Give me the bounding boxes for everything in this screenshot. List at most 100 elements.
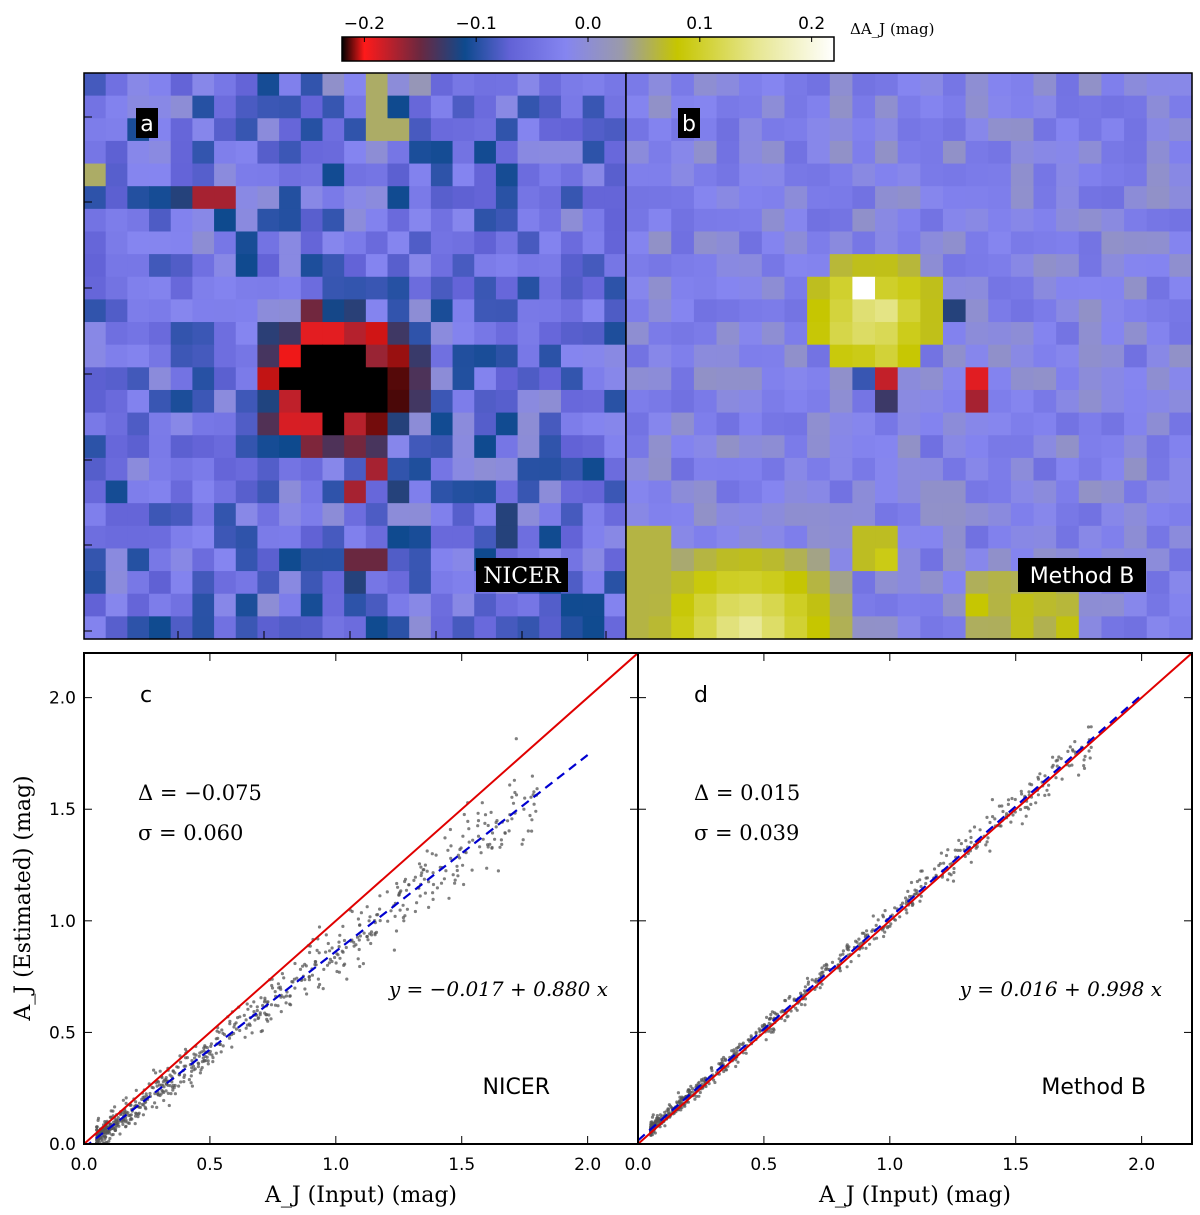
scatter-point	[190, 1059, 194, 1063]
scatter-point	[986, 836, 990, 840]
heatmap-cell	[560, 322, 584, 346]
heatmap-cell	[344, 389, 367, 414]
scatter-point	[263, 998, 267, 1002]
heatmap-cell	[1056, 616, 1080, 640]
heatmap-cell	[807, 435, 831, 459]
scatter-point	[337, 945, 341, 949]
heatmap-cell	[897, 118, 921, 142]
scatter-point	[1054, 759, 1058, 763]
heatmap-cell	[257, 616, 280, 640]
heatmap-cell	[387, 480, 410, 504]
heatmap-cell	[322, 254, 345, 278]
heatmap-cell	[920, 571, 944, 595]
heatmap-cell	[452, 344, 475, 368]
heatmap-cell	[214, 571, 237, 595]
scatter-point	[184, 1056, 188, 1060]
heatmap-cell	[1101, 593, 1125, 617]
heatmap-cell	[1124, 367, 1148, 391]
scatter-point	[868, 942, 872, 946]
scatter-point	[159, 1083, 163, 1087]
heatmap-cell	[807, 73, 831, 97]
heatmap-cell	[626, 276, 650, 300]
scatter-point	[698, 1090, 702, 1095]
heatmap-cell	[897, 593, 921, 617]
scatter-point	[108, 1122, 112, 1126]
scatter-point	[650, 1115, 655, 1119]
heatmap-cell	[582, 276, 605, 300]
scatter-point	[1043, 774, 1047, 778]
heatmap-cell	[693, 163, 718, 187]
scatter-point	[506, 819, 510, 823]
heatmap-cell	[387, 412, 410, 436]
scatter-point	[520, 842, 524, 846]
scatter-point	[216, 1036, 220, 1040]
scatter-point	[528, 813, 532, 818]
heatmap-cell	[1033, 299, 1057, 323]
scatter-point	[754, 1031, 758, 1036]
heatmap-cell	[149, 571, 172, 595]
heatmap-cell	[784, 525, 808, 550]
heatmap-cell	[582, 208, 605, 233]
heatmap-cell	[387, 118, 410, 142]
heatmap-cell	[1056, 412, 1080, 436]
scatter-point	[736, 1060, 740, 1064]
scatter-point	[458, 847, 462, 852]
scatter-d-marks	[638, 653, 1192, 1144]
heatmap-cell	[127, 525, 150, 550]
scatter-point	[1082, 764, 1086, 768]
scatter-point	[771, 1030, 775, 1034]
heatmap-cell	[875, 254, 899, 278]
heatmap-cell	[1033, 389, 1057, 414]
scatter-point	[96, 1116, 101, 1120]
one-to-one-line	[84, 653, 638, 1144]
method-label-a: NICER	[483, 564, 562, 589]
heatmap-cell	[739, 344, 763, 368]
heatmap-cell	[897, 231, 921, 255]
heatmap-cell	[920, 616, 944, 640]
scatter-point	[95, 1145, 98, 1148]
heatmap-cell	[626, 571, 650, 595]
heatmap-cell	[149, 231, 172, 255]
scatter-point	[799, 1002, 804, 1007]
heatmap-cell	[784, 73, 808, 97]
scatter-point	[222, 1033, 227, 1037]
heatmap-cell	[84, 412, 107, 436]
scatter-point	[882, 934, 886, 939]
scatter-point	[141, 1113, 145, 1117]
scatter-point	[359, 911, 363, 915]
scatter-point	[214, 1051, 218, 1055]
heatmap-cell	[1078, 73, 1103, 97]
heatmap-cell	[671, 73, 695, 97]
heatmap-cell	[852, 525, 876, 550]
heatmap-cell	[84, 140, 107, 165]
heatmap-cell	[604, 186, 627, 210]
scatter-point	[288, 994, 292, 998]
heatmap-cell	[1146, 412, 1170, 436]
heatmap-cell	[875, 73, 899, 97]
heatmap-cell	[149, 480, 172, 504]
scatter-point	[876, 918, 880, 922]
heatmap-cell	[84, 616, 107, 640]
heatmap-cell	[784, 571, 808, 595]
heatmap-cell	[942, 95, 967, 119]
scatter-point	[325, 963, 330, 967]
heatmap-cell	[1033, 457, 1057, 482]
heatmap-cell	[784, 163, 808, 187]
colorbar-tick-label: 0.1	[686, 14, 713, 34]
heatmap-cell	[235, 571, 259, 595]
heatmap-cell	[279, 208, 302, 233]
scatter-point	[307, 975, 311, 979]
heatmap-cell	[829, 480, 853, 504]
heatmap-cell	[452, 140, 475, 165]
scatter-point	[401, 903, 405, 907]
scatter-point	[846, 946, 850, 950]
heatmap-cell	[409, 299, 432, 323]
scatter-point	[415, 901, 419, 905]
scatter-point	[1000, 804, 1004, 808]
heatmap-cell	[322, 208, 345, 233]
heatmap-cell	[965, 231, 989, 255]
heatmap-cell	[716, 276, 740, 300]
heatmap-cell	[170, 525, 193, 550]
scatter-point	[356, 917, 360, 921]
heatmap-cell	[235, 480, 259, 504]
